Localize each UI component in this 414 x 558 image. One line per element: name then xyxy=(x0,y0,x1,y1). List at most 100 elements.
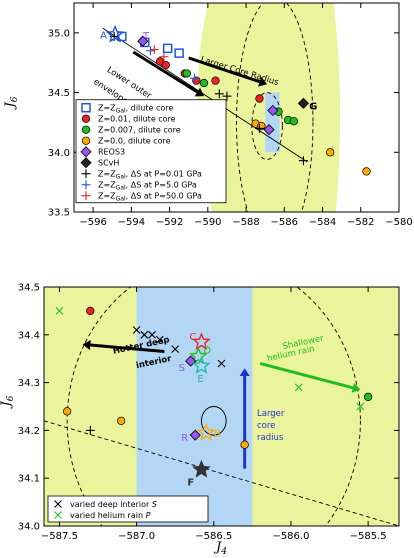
panel-0-label-T: T xyxy=(142,31,150,42)
panel-0-legend-marker-7 xyxy=(81,180,91,190)
panel-0-legend-sub-8: Gal xyxy=(116,196,126,203)
panel-1-label-D: D xyxy=(203,345,211,356)
panel-1-point-s4 xyxy=(63,407,72,416)
panel-1-star-D xyxy=(188,346,208,365)
panel-0-point-s2 xyxy=(289,117,299,126)
panel-1-ellipse-0 xyxy=(66,287,361,526)
panel-0-point-s7 xyxy=(189,73,199,83)
panel-1-xtick-label: −585.5 xyxy=(350,531,387,542)
panel-0-fit-line-0 xyxy=(102,27,308,163)
panel-1-point-s5 xyxy=(85,425,95,435)
panel-1-ytick-label: 34.3 xyxy=(18,378,40,389)
panel-1-point-s1-b xyxy=(294,383,303,392)
panel-1-arrow-helium-shaft xyxy=(259,362,354,390)
panel-0-point-s4 xyxy=(137,35,149,47)
panel-1-ytick-label: 34.1 xyxy=(18,474,40,485)
panel-0-ytick-label: 34.0 xyxy=(48,148,70,159)
panel-1-legend-marker-0 xyxy=(54,500,62,508)
panel-1-label-E: E xyxy=(197,374,203,385)
panel-1-point-s0-b xyxy=(148,330,156,339)
panel-1-point-s0 xyxy=(140,330,149,339)
panel-1-legend-marker-0-b xyxy=(54,500,62,508)
panel-0-xtick-label: −588 xyxy=(232,217,259,228)
panel-1-diamond-R xyxy=(189,429,201,441)
panel-0-xtick-label: −590 xyxy=(194,217,221,228)
panel-1-arrow-hotter-shaft xyxy=(90,343,165,354)
panel-0-point-s3 xyxy=(362,167,371,176)
panel-0-legend-marker-2 xyxy=(81,125,91,134)
panel-0-point-s1 xyxy=(211,76,220,85)
panel-0-legend-label-4: REOS3 xyxy=(98,148,125,157)
panel-0-legend-label-0: Z=ZGal, dilute core xyxy=(98,104,173,115)
panel-0-label-G: G xyxy=(309,101,317,112)
panel-1-point-s0 xyxy=(132,326,141,334)
panel-1-xtick-label: −587.0 xyxy=(118,531,155,542)
panel-1-arrow-helium xyxy=(259,362,361,393)
panel-0-legend-sub-7: Gal xyxy=(116,185,126,192)
panel-1-star-F xyxy=(192,459,211,478)
panel-0-point-s1 xyxy=(255,94,264,103)
panel-1-label-S: S xyxy=(179,363,185,374)
panel-1-ytick-label: 34.2 xyxy=(18,426,40,437)
panel-1-legend: varied deep interior S varied helium rain… xyxy=(47,495,209,523)
panel-0-xtick-label: −594 xyxy=(118,217,145,228)
panel-1-arrow-hotter-head xyxy=(82,339,91,351)
panel-0-legend-marker-8 xyxy=(81,191,91,201)
panel-0-xtick-label: −596 xyxy=(79,217,106,228)
panel-1-ellipse-1 xyxy=(200,406,227,436)
panel-0-arrow-envelope-shaft xyxy=(132,50,199,94)
panel-1-point-s0 xyxy=(217,359,226,368)
panel-1-ytick-label: 34.0 xyxy=(18,522,40,533)
panel-1-label-R: R xyxy=(181,433,188,444)
panel-1-diagonal xyxy=(44,420,399,526)
panel-0-legend-label-1: Z=0.01, dilute core xyxy=(98,115,176,124)
panel-0-arrow-core-head xyxy=(258,76,268,87)
panel-1-ytick-label: 34.5 xyxy=(18,283,40,294)
panel-1-point-s2 xyxy=(86,306,95,316)
panel-1-blue-box xyxy=(136,287,253,526)
panel-1-point-s4 xyxy=(240,440,249,449)
panel-0-point-s2 xyxy=(199,78,209,88)
panel-0-legend-suffix-0: , dilute core xyxy=(126,104,174,113)
panel-0-ytick-label: 35.0 xyxy=(48,28,70,39)
panel-0-ytick-label: 34.5 xyxy=(48,88,70,99)
panel-1-point-s1-b xyxy=(356,402,365,411)
panel-0-point-s4 xyxy=(263,124,275,136)
panel-0-xtick-label: −582 xyxy=(347,217,374,228)
panel-0-point-s8 xyxy=(149,45,159,55)
panel-0-point-s6 xyxy=(222,91,232,101)
panel-1-arrow-helium-head xyxy=(351,382,361,393)
panel-1-arrow-core xyxy=(239,368,250,469)
panel-1-point-s1 xyxy=(356,402,365,411)
panel-0-point-s1 xyxy=(161,60,170,70)
panel-0-legend-marker-6 xyxy=(81,169,91,179)
panel-0-ylabel-sub: 6 xyxy=(10,96,20,102)
panel-0-legend-marker-0 xyxy=(81,102,91,113)
panel-0-point-s2 xyxy=(182,69,191,78)
panel-1-xlabel: J4 xyxy=(213,540,227,557)
panel-1-ytick-label: 34.4 xyxy=(18,330,40,341)
panel-1-xtick-label: −586.0 xyxy=(272,531,309,542)
panel-0-legend-sub-0: Gal xyxy=(116,108,126,115)
panel-1-point-s0-b xyxy=(140,330,149,339)
panel-0-legend-box xyxy=(75,99,227,204)
panel-1-star-B xyxy=(196,422,216,441)
panel-1-point-s3 xyxy=(363,392,373,402)
panel-0-xtick-label: −592 xyxy=(156,217,183,228)
panel-1-label-B: B xyxy=(214,429,221,440)
panel-1-frame xyxy=(43,286,400,527)
panel-1-point-s1 xyxy=(294,383,303,392)
panel-1-point-s4 xyxy=(117,416,126,425)
panel-1-label-F: F xyxy=(187,478,194,489)
panel-1-legend-label-0: varied deep interior S xyxy=(70,500,157,509)
panel-1-point-s0 xyxy=(155,335,164,344)
panel-1-legend-marker-1 xyxy=(54,511,62,519)
panel-0-legend-sub-6: Gal xyxy=(116,174,126,181)
panel-1-point-s0 xyxy=(171,345,180,354)
panel-0-arrow-core-shaft xyxy=(188,56,261,84)
panel-1-annotation: Larger xyxy=(257,409,285,419)
panel-0-legend-label-7: Z=ZGal, ΔS at P=5.0 GPa xyxy=(98,181,197,192)
panel-0-point-s6 xyxy=(298,156,308,166)
